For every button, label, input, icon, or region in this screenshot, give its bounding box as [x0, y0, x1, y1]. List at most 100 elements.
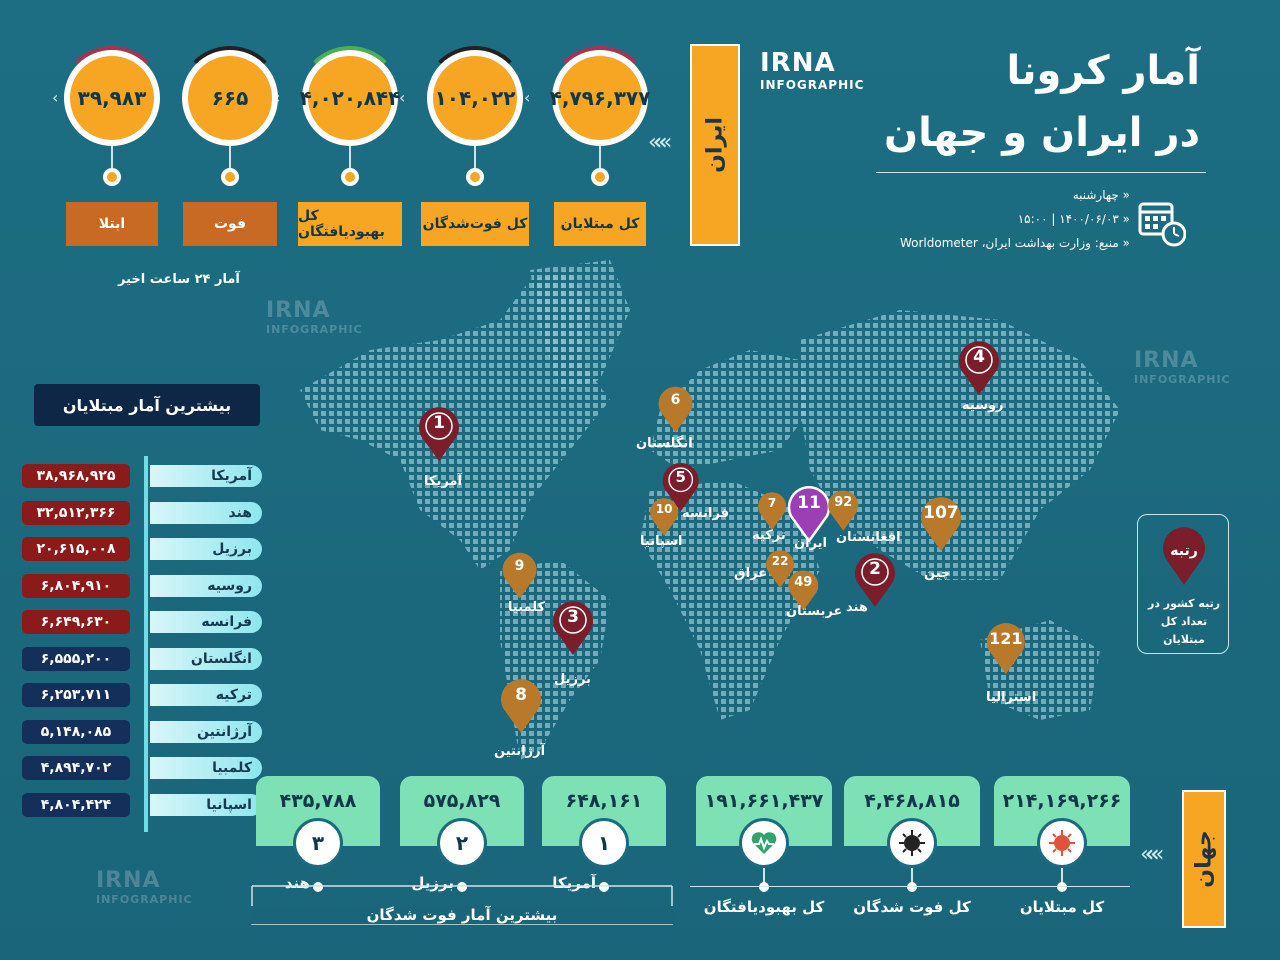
case-country: ترکیه: [150, 684, 262, 706]
death-value: ۶۴۸,۱۶۱: [565, 790, 643, 812]
map-pin: 107: [918, 494, 964, 552]
world-stat-value: ۱۹۱,۶۶۱,۴۳۷: [704, 790, 824, 812]
virus-dark-icon: [887, 818, 937, 868]
case-country: انگلستان: [150, 647, 262, 670]
stat-dot: [599, 882, 609, 892]
map-pin: 9: [500, 550, 539, 599]
last-24h-note: آمار ۲۴ ساعت اخیر: [118, 272, 240, 287]
world-section-label: جهان: [1182, 790, 1226, 928]
death-rank: ۱: [579, 818, 629, 868]
source-text: « منبع: وزارت بهداشت ایران، Worldometer: [899, 236, 1130, 250]
world-stats-baseline: [690, 886, 1130, 887]
stat-arc: [178, 46, 282, 98]
map-pin: 3: [550, 598, 596, 656]
map-pin-rank: 11: [797, 493, 821, 513]
asia-shape: [800, 310, 1120, 580]
map-pin-rank: 3: [567, 607, 579, 627]
stat-arc: [298, 46, 402, 98]
stat-dot: [591, 168, 609, 186]
map-pin-rank: 5: [675, 468, 686, 487]
map-pin-country: استرالیا: [986, 690, 1037, 705]
ranking-divider: [144, 456, 148, 832]
map-pin-icon: [788, 570, 819, 611]
map-pin: 1: [416, 404, 462, 462]
date-time-text: « ۱۴۰۰/۰۶/۰۳ | ۱۵:۰۰: [1017, 212, 1130, 226]
death-value: ۵۷۵,۸۲۹: [423, 790, 501, 812]
map-pin-icon: [662, 462, 699, 512]
map-pin-rank: 4: [973, 347, 985, 367]
map-pin-icon: [650, 498, 679, 536]
map-pin-icon: [658, 386, 693, 433]
stat-arc: [548, 46, 652, 98]
map-pin-rank: 1: [433, 413, 445, 433]
map-pin-icon: [502, 552, 537, 599]
legend-box: رتبه رتبه کشور در تعداد کل مبتلایان: [1137, 514, 1229, 654]
map-pin-country: آمریکا: [424, 474, 462, 489]
case-country: فرانسه: [150, 611, 262, 633]
map-pin-icon: [766, 550, 795, 588]
map-pin: 7: [756, 490, 788, 531]
iran-stat-value: ۴,۰۲۰,۸۴۴: [300, 50, 400, 146]
map-pin-country: ایران: [794, 536, 827, 551]
case-country: هند: [150, 501, 262, 524]
top-deaths-bracket: [251, 885, 673, 925]
watermark-logo: IRNA INFOGRAPHIC: [96, 868, 193, 906]
title-divider: [876, 172, 1206, 173]
stat-connector: [1061, 868, 1063, 886]
watermark-logo: IRNA INFOGRAPHIC: [266, 298, 363, 336]
stat-dot: [221, 168, 239, 186]
iran-stat-label: کل مبتلایان: [554, 202, 646, 246]
map-pin-icon: [419, 407, 459, 461]
stat-dot: [466, 168, 484, 186]
case-count: ۶,۲۵۳,۷۱۱: [22, 683, 130, 707]
calendar-clock-icon: [1138, 202, 1186, 247]
map-pin-icon: [501, 679, 541, 733]
map-pin-country: انگلستان: [636, 436, 693, 451]
case-count: ۲۰,۶۱۵,۰۰۸: [22, 537, 130, 561]
stat-arc: [60, 46, 164, 98]
case-country: روسیه: [150, 574, 262, 597]
case-country: اسپانیا: [150, 793, 262, 816]
map-pin-icon: [828, 490, 859, 531]
case-count: ۳۸,۹۶۸,۹۲۵: [22, 464, 130, 488]
case-country: آمریکا: [150, 465, 262, 487]
map-pin-rank: 2: [869, 559, 881, 579]
case-count: ۶,۸۰۴,۹۱۰: [22, 573, 130, 598]
iran-stat-value: ۱۰۴,۰۲۲: [427, 50, 523, 146]
death-rank: ۳: [293, 818, 343, 868]
map-pin: 8: [498, 676, 544, 734]
map-pin-country: آرژانتین: [494, 744, 546, 759]
map-pin: 10: [648, 496, 680, 537]
death-country: آمریکا: [552, 874, 596, 892]
case-count: ۴,۸۹۴,۷۰۲: [22, 756, 130, 780]
world-stat-label: کل بهبودیافتگان: [703, 898, 825, 916]
case-count: ۶,۶۴۹,۶۳۰: [22, 610, 130, 634]
stat-connector: [349, 146, 351, 170]
death-country: هند: [284, 874, 310, 892]
map-pin: 6: [656, 384, 695, 433]
stat-connector: [111, 146, 113, 170]
map-pin-country: برزیل: [554, 672, 591, 687]
world-stat-label: کل مبتلایان: [1019, 898, 1105, 916]
map-pin-rank: 49: [794, 574, 813, 590]
map-pin-country: روسیه: [962, 398, 1004, 413]
case-count: ۶,۵۵۵,۲۰۰: [22, 646, 130, 671]
legend-pin-icon: [1163, 527, 1205, 585]
case-count: ۳۲,۵۱۲,۳۶۶: [22, 500, 130, 525]
iran-stat-value: ۴,۷۹۶,۳۷۷: [550, 50, 650, 146]
map-pin-icon: [553, 601, 593, 655]
stat-arc: [423, 46, 527, 98]
case-country: برزیل: [150, 538, 262, 560]
europe-shape: [650, 350, 810, 470]
map-pin-rank: 22: [771, 554, 789, 569]
death-country: برزیل: [411, 874, 454, 892]
chevron-left-icon: ‹: [524, 88, 531, 107]
map-pin-rank: 9: [514, 557, 525, 574]
stat-dot: [103, 168, 121, 186]
world-stat-box: ۱۹۱,۶۶۱,۴۳۷: [696, 776, 832, 846]
map-pin: 2: [852, 550, 898, 608]
stat-dot: [457, 882, 467, 892]
map-pin-rank: 10: [655, 502, 673, 517]
page-title-line2: در ایران و جهان: [883, 110, 1200, 156]
